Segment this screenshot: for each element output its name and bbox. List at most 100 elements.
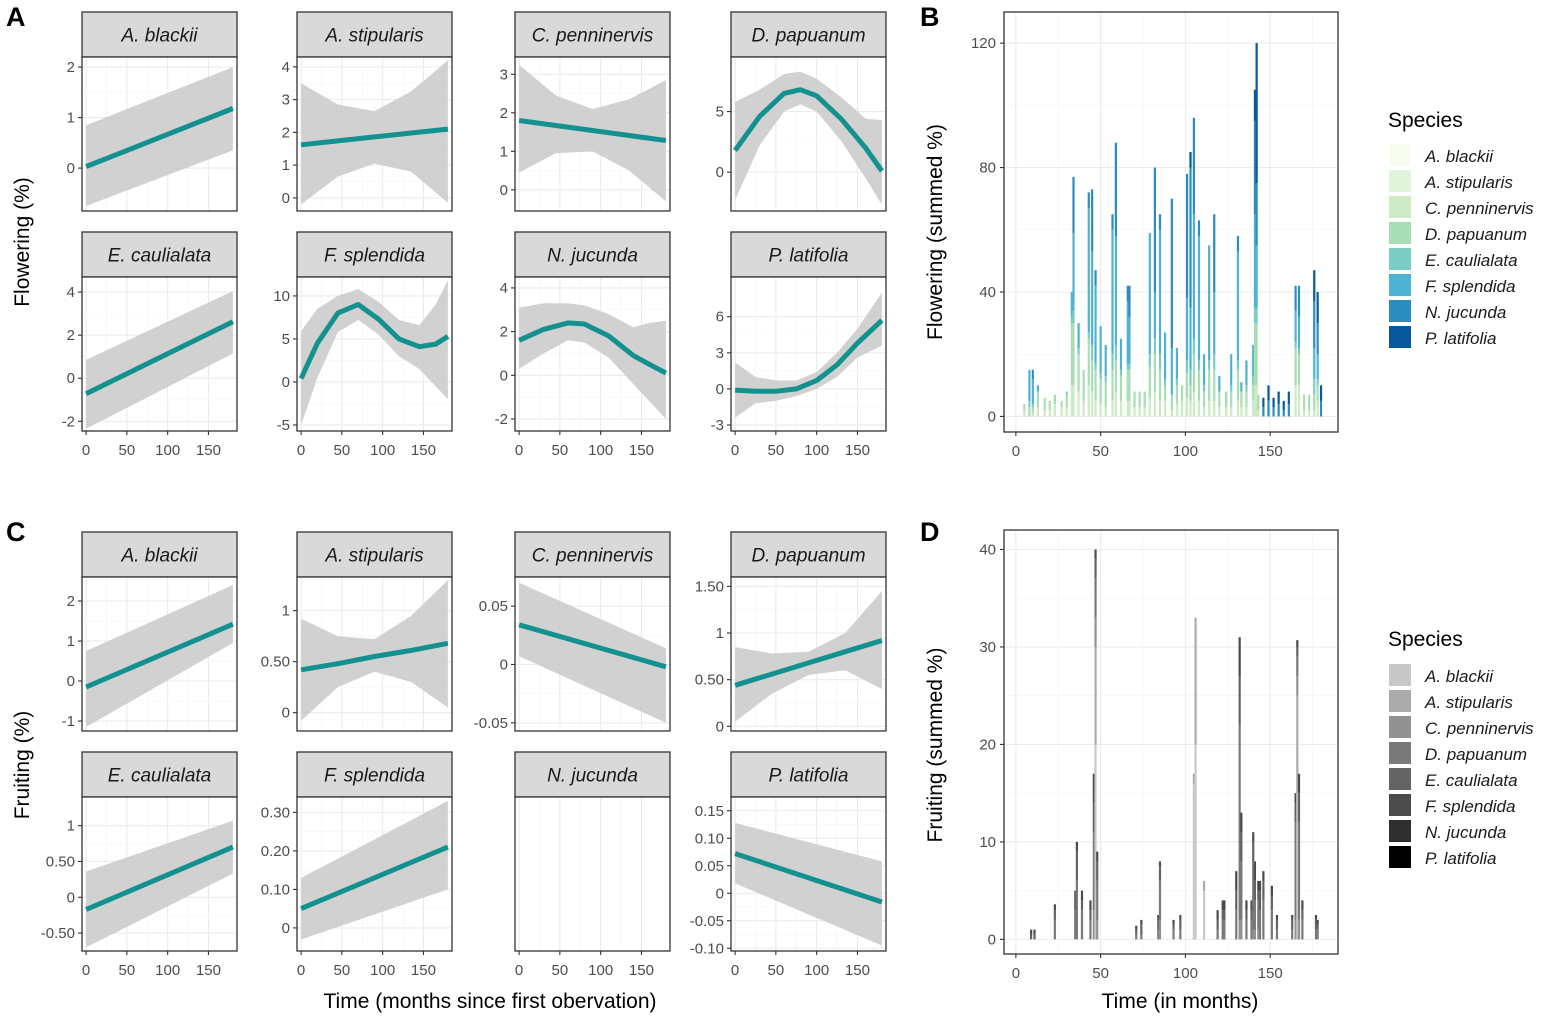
- bar-segment: [1301, 900, 1304, 911]
- y-tick-label: 4: [282, 59, 290, 76]
- bar-segment: [1096, 880, 1099, 920]
- facet-strip-label: F. splendida: [324, 766, 425, 787]
- bar-segment: [1186, 173, 1189, 299]
- y-tick-label: 0: [716, 718, 724, 735]
- bar-segment: [1287, 391, 1290, 404]
- bar-segment: [1258, 910, 1262, 940]
- bar-segment: [1114, 360, 1117, 392]
- bar-segment: [1245, 360, 1248, 386]
- bar-segment: [1238, 724, 1241, 920]
- d-x-axis-title: Time (in months): [1102, 990, 1259, 1013]
- legend-item: A. blackii: [1389, 664, 1494, 686]
- bar-segment: [1072, 176, 1075, 233]
- y-tick-label: 20: [979, 736, 996, 753]
- trend-line: [733, 87, 884, 173]
- bar-segment: [1272, 397, 1275, 408]
- y-tick-label: 0: [67, 673, 75, 690]
- bar-segment: [1253, 214, 1257, 308]
- bar-segment: [1163, 379, 1167, 386]
- bar-segment: [1099, 404, 1102, 417]
- facet-panel: P. latifolia -3 0 3 6 0 50 100 150: [711, 231, 887, 459]
- y-tick-label: 5: [716, 104, 724, 121]
- legend-item: A. stipularis: [1389, 170, 1513, 192]
- bar-segment: [1138, 391, 1141, 408]
- bar-segment: [1245, 407, 1248, 417]
- bar-segment: [1094, 578, 1097, 618]
- legend-swatch: [1389, 196, 1411, 218]
- x-tick-label: 100: [370, 442, 395, 459]
- bar-segment: [1087, 208, 1090, 333]
- facet-strip: [81, 11, 238, 58]
- facet-strip: [296, 11, 453, 58]
- facet-panel: E. caulialata -0.50 0 0.50 1 0 50 100 150: [41, 751, 238, 979]
- bar-segment: [1240, 832, 1243, 862]
- bar-segment: [1197, 400, 1201, 417]
- bar-segment: [1297, 385, 1301, 417]
- y-tick-label: 0: [988, 408, 996, 425]
- bar-segment: [1070, 385, 1073, 417]
- x-tick-label: 150: [629, 442, 654, 459]
- y-tick-label: 0: [500, 182, 508, 199]
- facet-panel: A. blackii -1 0 1 2: [62, 531, 238, 732]
- bar-segment: [1070, 292, 1073, 317]
- legend-label: A. blackii: [1424, 147, 1494, 166]
- legend-label: N. jucunda: [1425, 823, 1506, 842]
- x-tick-label: 150: [411, 442, 436, 459]
- y-tick-label: 1.50: [695, 578, 724, 595]
- bar-segment: [1099, 326, 1102, 373]
- bar-segment: [1099, 372, 1102, 380]
- bar-segment: [1202, 385, 1206, 392]
- bar-segment: [1291, 919, 1294, 930]
- bar-segment: [1262, 900, 1265, 940]
- legend-d-items: A. blackii A. stipularis C. penninervis …: [1389, 664, 1534, 868]
- bar-segment: [1253, 120, 1257, 215]
- bar-segment: [1221, 900, 1224, 911]
- stacked-bar-chart: 0 40 80 120 0 50 100 150: [971, 11, 1339, 460]
- facet-panel: D. papuanum 0 0.50 1 1.50: [695, 531, 887, 735]
- legend-swatch: [1389, 716, 1411, 738]
- legend-label: N. jucunda: [1425, 303, 1506, 322]
- x-tick-label: 0: [82, 962, 90, 979]
- bar-segment: [1240, 382, 1243, 392]
- bar-segment: [1172, 929, 1175, 940]
- confidence-band: [301, 580, 448, 721]
- bar-segment: [1092, 802, 1095, 833]
- x-tick-label: 0: [731, 442, 739, 459]
- bar-segment: [1313, 348, 1316, 380]
- bar-segment: [1213, 354, 1216, 370]
- bar-segment: [1236, 400, 1240, 417]
- plot-border: [1003, 529, 1339, 955]
- bar-segment: [1077, 391, 1080, 417]
- bar-segment: [1091, 360, 1094, 392]
- legend-swatch: [1389, 170, 1411, 192]
- bar-segment: [1094, 400, 1097, 417]
- bar-segment: [1235, 910, 1238, 940]
- x-tick-label: 50: [119, 442, 136, 459]
- panel-border: [730, 276, 887, 432]
- facet-strip: [81, 531, 238, 578]
- bar-segment: [1036, 407, 1040, 417]
- bar-segment: [1197, 220, 1201, 236]
- bar-segment: [1294, 310, 1297, 342]
- legend-b-title: Species: [1388, 109, 1463, 132]
- panel-border: [296, 276, 453, 432]
- bar-segment: [1153, 391, 1156, 417]
- bar-segment: [1240, 919, 1243, 940]
- legend-item: D. papuanum: [1389, 742, 1527, 764]
- bar-segment: [1189, 385, 1192, 401]
- bar-segment: [1094, 559, 1097, 579]
- panel-border: [730, 576, 887, 732]
- y-tick-label: 0: [500, 657, 508, 674]
- bar-segment: [1257, 900, 1260, 930]
- bar-segment: [1213, 369, 1216, 401]
- facet-strip-label: N. jucunda: [547, 246, 638, 267]
- bar-segment: [1065, 394, 1068, 408]
- bar-segment: [1186, 372, 1189, 398]
- y-tick-label: 1: [67, 818, 75, 835]
- legend-swatch: [1389, 794, 1411, 816]
- facet-panel: E. caulialata -2 0 2 4 0 50 100 150: [62, 231, 238, 459]
- bar-segment: [1111, 369, 1114, 401]
- bar-segment: [1175, 404, 1179, 417]
- y-tick-label: 40: [979, 284, 996, 301]
- bar-segment: [1133, 391, 1136, 408]
